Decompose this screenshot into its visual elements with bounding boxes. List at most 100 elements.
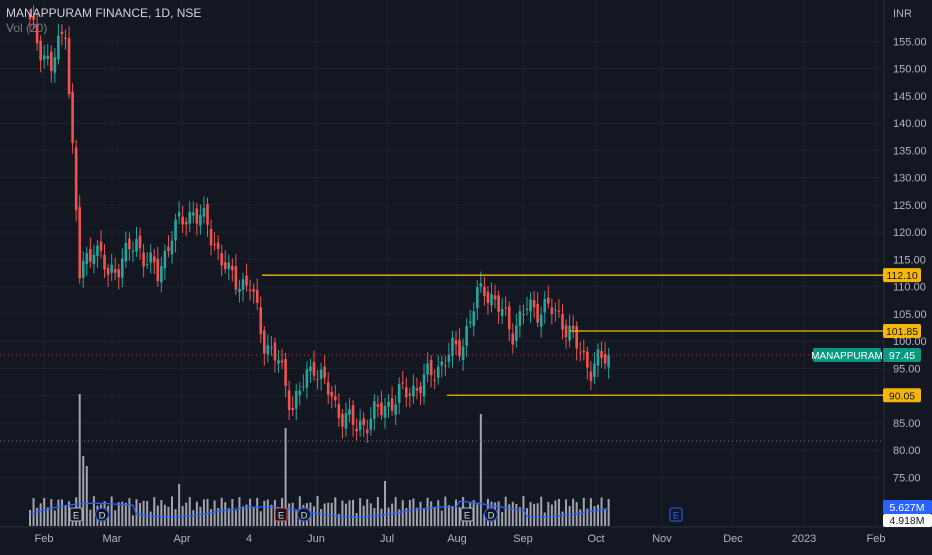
y-axis-tick-label: 130.00 <box>893 173 927 185</box>
candle-body <box>348 409 351 415</box>
candle <box>433 369 436 390</box>
candle <box>373 393 376 431</box>
candle <box>234 254 238 295</box>
y-axis-tick-label: 150.00 <box>893 64 927 76</box>
dividend-marker-icon[interactable]: D <box>297 507 311 522</box>
volume-bar <box>515 503 518 526</box>
volume-bar <box>423 509 426 526</box>
volume-bar <box>131 515 134 526</box>
candle <box>170 230 174 264</box>
volume-bar <box>245 504 248 526</box>
volume-bar <box>589 498 592 526</box>
dividend-marker-icon[interactable]: D <box>95 507 109 522</box>
candle <box>461 338 465 371</box>
candle <box>138 227 142 260</box>
earnings-marker-icon[interactable]: E <box>69 507 83 522</box>
event-marker-circle <box>95 507 109 522</box>
candle-body <box>500 308 504 316</box>
earnings-marker-icon[interactable]: E <box>669 507 683 522</box>
candle-body <box>78 207 81 279</box>
candle-body <box>436 366 440 378</box>
candle <box>507 301 511 342</box>
candle-body <box>188 211 192 224</box>
candle <box>358 409 362 437</box>
volume-bar <box>327 502 330 526</box>
candle-body <box>28 13 32 20</box>
volume-bar <box>398 509 401 526</box>
candle <box>415 377 419 400</box>
candle-body <box>206 203 209 226</box>
volume-bar <box>526 508 528 526</box>
volume-bar <box>543 512 546 526</box>
candle-body <box>444 365 447 367</box>
volume-bar <box>142 500 145 526</box>
candle <box>429 355 433 388</box>
candle-body <box>380 402 383 416</box>
candle-body <box>128 238 131 250</box>
volume-bar <box>330 502 333 526</box>
candle-body <box>554 309 557 311</box>
candle <box>454 331 458 355</box>
candle <box>39 35 42 73</box>
volume-indicator-label[interactable]: Vol (20) <box>6 21 48 35</box>
volume-bar <box>266 499 269 526</box>
volume-bar <box>376 496 379 526</box>
candle <box>561 304 564 340</box>
candle <box>405 377 408 407</box>
horizontal-level[interactable]: 101.85 <box>570 324 921 339</box>
symbol-title[interactable]: MANAPPURAM FINANCE, 1D, NSE <box>6 6 202 20</box>
candle-body <box>277 360 280 364</box>
horizontal-level[interactable]: 90.05 <box>447 388 921 403</box>
candle-body <box>373 401 376 419</box>
candle-body <box>103 254 106 270</box>
earnings-marker-icon[interactable]: E <box>274 507 288 522</box>
candle <box>309 358 312 383</box>
candle <box>78 195 81 284</box>
candle-body <box>326 382 330 395</box>
candle <box>277 349 280 373</box>
candle <box>259 296 263 343</box>
current-price-tag <box>883 347 921 362</box>
volume-bar <box>387 507 390 526</box>
candle-body <box>351 405 355 425</box>
candle-body <box>280 360 284 363</box>
candle <box>568 314 571 348</box>
candle-body <box>458 340 461 357</box>
y-axis-tick-label: 85.00 <box>893 418 921 430</box>
candle-body <box>586 351 589 368</box>
candle <box>468 309 472 329</box>
candle-body <box>195 208 199 224</box>
volume-bar <box>391 503 394 526</box>
volume-bar <box>320 509 323 526</box>
candle <box>92 244 96 274</box>
y-axis-tick-label: 75.00 <box>893 472 921 484</box>
y-axis-tick-label: 145.00 <box>893 91 927 103</box>
candle <box>188 201 192 233</box>
candle <box>578 341 582 362</box>
horizontal-level[interactable]: 112.10 <box>262 268 921 283</box>
event-marker-letter: D <box>99 511 106 522</box>
candle <box>380 390 383 420</box>
volume-bar <box>344 503 347 526</box>
candle-body <box>422 374 426 397</box>
volume-bar <box>557 498 560 526</box>
candle-body <box>369 418 373 430</box>
volume-bar <box>547 501 550 526</box>
candle <box>522 304 525 325</box>
candle <box>401 370 405 390</box>
candle-body <box>582 350 586 353</box>
volume-bar <box>533 503 536 526</box>
candle-body <box>245 275 248 286</box>
earnings-marker-icon[interactable]: E <box>460 507 474 522</box>
candle-body <box>532 299 536 308</box>
level-price-label: 112.10 <box>886 270 917 282</box>
candle <box>74 139 78 222</box>
dividend-marker-icon[interactable]: D <box>484 507 498 522</box>
current-price-label: 97.45 <box>889 350 915 362</box>
volume-bar <box>362 505 365 526</box>
candle <box>294 383 298 421</box>
y-axis-tick-label: 115.00 <box>893 254 926 266</box>
volume-bar <box>210 509 213 526</box>
